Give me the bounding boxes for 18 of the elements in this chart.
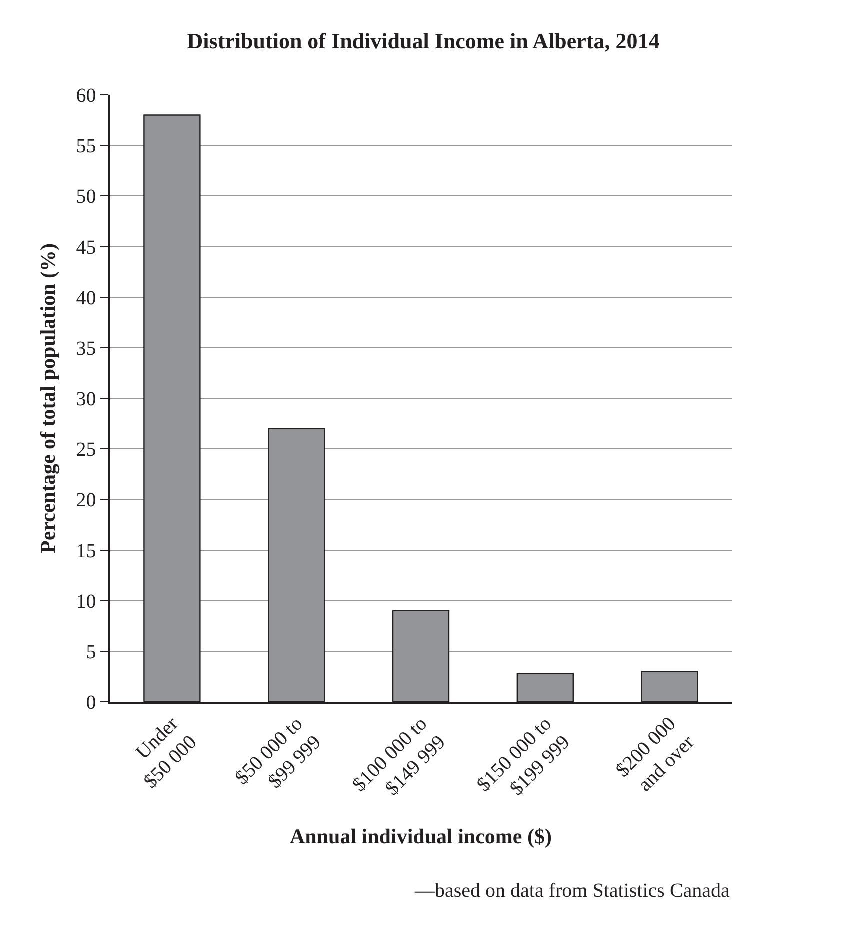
- y-axis-title: Percentage of total population (%): [36, 244, 60, 554]
- y-tick-label: 20: [76, 490, 96, 512]
- y-tick-label: 35: [76, 338, 96, 360]
- y-tick-label: 45: [76, 236, 96, 259]
- y-tick-label: 5: [86, 641, 96, 664]
- y-tick-label: 0: [86, 692, 96, 714]
- y-tick-label: 55: [76, 136, 96, 158]
- x-axis-title: Annual individual income ($): [290, 824, 552, 848]
- y-tick-label: 15: [76, 540, 96, 562]
- x-tick-label: $50 000 to $99 999: [231, 713, 326, 793]
- y-tick-label: 60: [76, 85, 96, 107]
- y-tick-label: 10: [76, 590, 96, 613]
- y-tick-label: 50: [76, 186, 96, 208]
- text: —based on data from Statistics Canada: [414, 880, 730, 902]
- chart-title: Distribution of Individual Income in Alberta, 2014: [187, 28, 660, 54]
- y-tick-label: 25: [76, 439, 96, 462]
- y-tick-label: 40: [76, 287, 96, 310]
- y-tick-label: 30: [76, 388, 96, 410]
